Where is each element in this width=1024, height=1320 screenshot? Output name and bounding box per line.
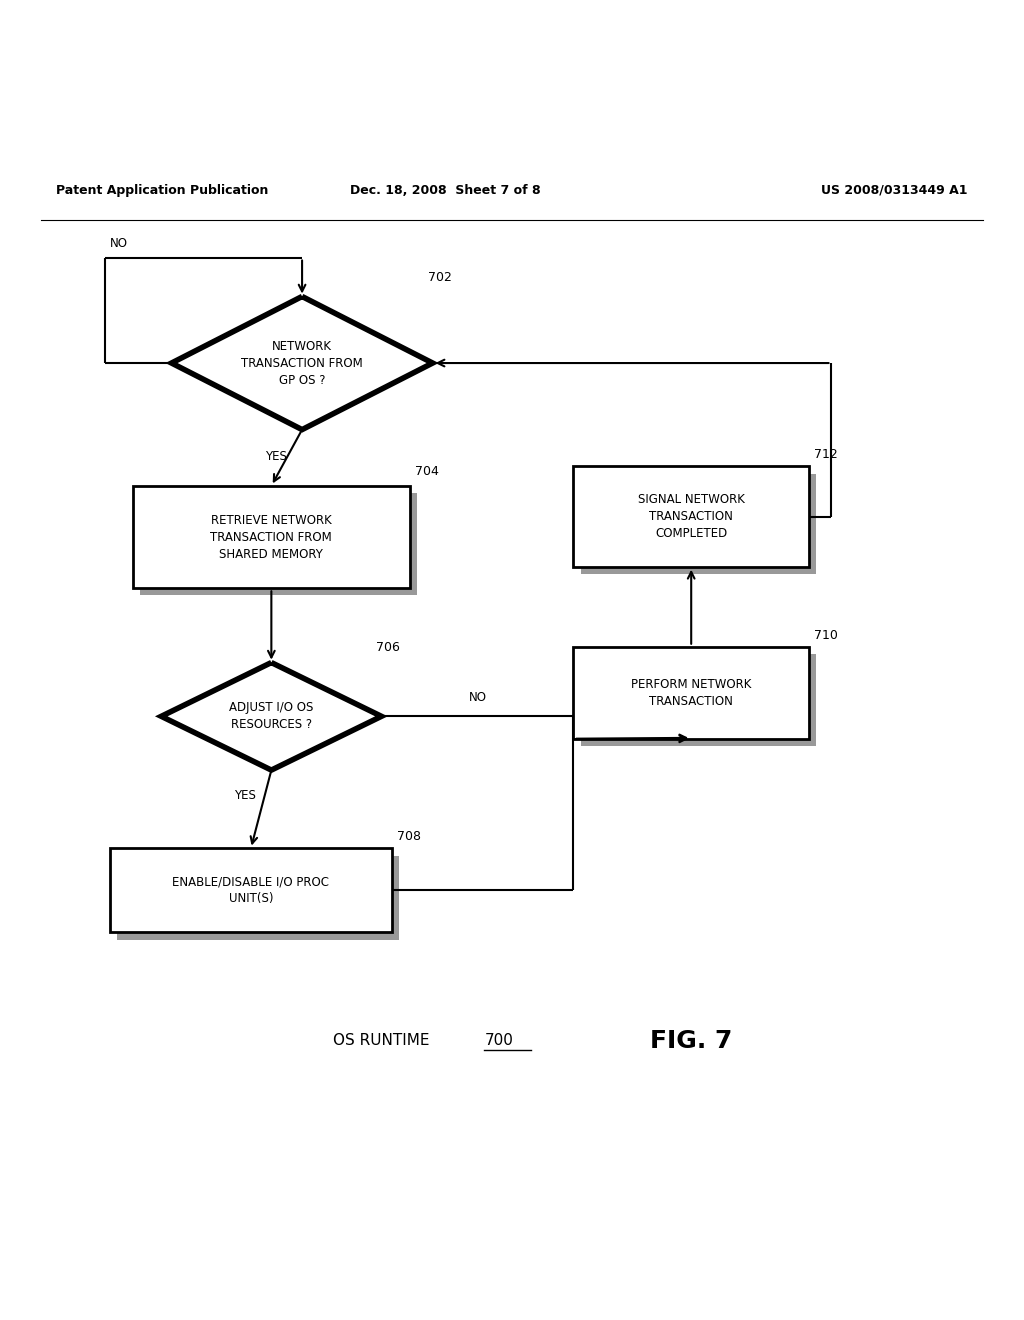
Text: 702: 702 bbox=[428, 271, 452, 284]
Text: ENABLE/DISABLE I/O PROC
UNIT(S): ENABLE/DISABLE I/O PROC UNIT(S) bbox=[172, 875, 330, 906]
Bar bbox=[117, 855, 399, 940]
Text: YES: YES bbox=[234, 788, 256, 801]
Text: NETWORK
TRANSACTION FROM
GP OS ?: NETWORK TRANSACTION FROM GP OS ? bbox=[242, 339, 362, 387]
Text: OS RUNTIME: OS RUNTIME bbox=[333, 1034, 434, 1048]
Text: 708: 708 bbox=[397, 830, 421, 843]
Text: 704: 704 bbox=[415, 465, 438, 478]
Text: Dec. 18, 2008  Sheet 7 of 8: Dec. 18, 2008 Sheet 7 of 8 bbox=[350, 183, 541, 197]
Text: 712: 712 bbox=[814, 449, 838, 462]
Bar bbox=[581, 474, 816, 574]
Text: PERFORM NETWORK
TRANSACTION: PERFORM NETWORK TRANSACTION bbox=[631, 677, 752, 708]
Text: YES: YES bbox=[265, 450, 287, 463]
Text: 700: 700 bbox=[484, 1034, 513, 1048]
Bar bbox=[140, 494, 417, 595]
Text: SIGNAL NETWORK
TRANSACTION
COMPLETED: SIGNAL NETWORK TRANSACTION COMPLETED bbox=[638, 494, 744, 540]
Bar bbox=[110, 849, 391, 932]
Text: RETRIEVE NETWORK
TRANSACTION FROM
SHARED MEMORY: RETRIEVE NETWORK TRANSACTION FROM SHARED… bbox=[211, 513, 332, 561]
Bar bbox=[573, 466, 809, 566]
Bar bbox=[573, 647, 809, 739]
Bar bbox=[133, 486, 410, 589]
Text: Patent Application Publication: Patent Application Publication bbox=[56, 183, 268, 197]
Text: ADJUST I/O OS
RESOURCES ?: ADJUST I/O OS RESOURCES ? bbox=[229, 701, 313, 731]
Text: NO: NO bbox=[110, 238, 128, 251]
Text: FIG. 7: FIG. 7 bbox=[650, 1028, 732, 1053]
Text: 706: 706 bbox=[377, 642, 400, 655]
Text: NO: NO bbox=[468, 692, 486, 704]
Text: US 2008/0313449 A1: US 2008/0313449 A1 bbox=[821, 183, 968, 197]
Bar bbox=[581, 653, 816, 746]
Text: 710: 710 bbox=[814, 628, 838, 642]
